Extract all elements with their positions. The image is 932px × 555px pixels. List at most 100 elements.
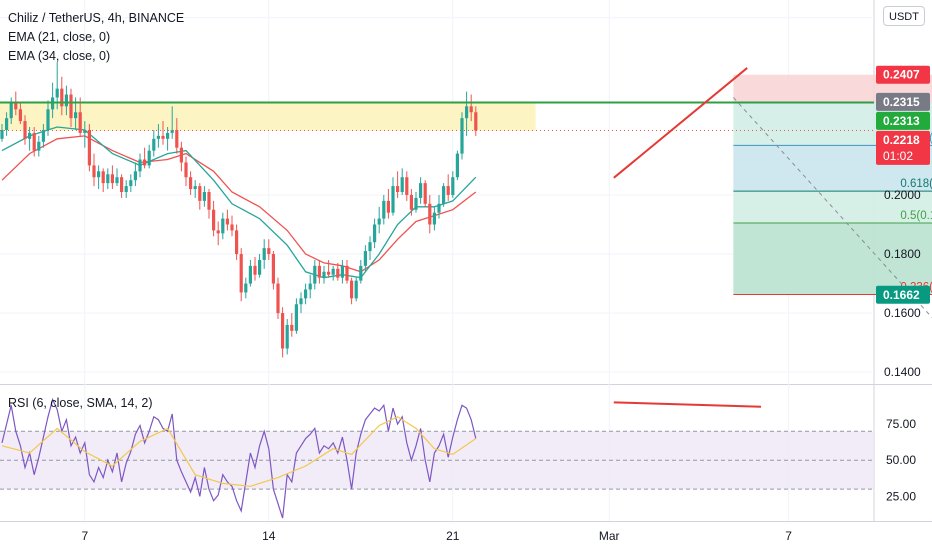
candle[interactable]	[97, 165, 101, 190]
candle[interactable]	[198, 183, 202, 210]
candle[interactable]	[152, 129, 156, 157]
candle[interactable]	[216, 221, 220, 246]
candle[interactable]	[299, 292, 303, 314]
candle[interactable]	[267, 239, 271, 260]
candle[interactable]	[110, 165, 114, 190]
candle[interactable]	[92, 153, 96, 187]
candle[interactable]	[221, 212, 225, 240]
candle[interactable]	[258, 254, 262, 278]
candle[interactable]	[244, 277, 248, 299]
candle[interactable]	[138, 153, 142, 178]
candle[interactable]	[359, 259, 363, 284]
candle[interactable]	[212, 200, 216, 237]
candle[interactable]	[451, 171, 455, 198]
candle[interactable]	[101, 168, 105, 192]
candle[interactable]	[446, 174, 450, 201]
price-badge[interactable]: 0.2315	[876, 92, 930, 111]
candle[interactable]	[386, 189, 390, 219]
candle[interactable]	[207, 189, 211, 219]
rsi-ma-line[interactable]	[1, 416, 477, 487]
price-badge[interactable]: 0.2407	[876, 65, 930, 84]
candle[interactable]	[156, 124, 160, 148]
ema34-legend[interactable]: EMA (34, close, 0)	[8, 49, 111, 63]
candle[interactable]	[170, 106, 174, 139]
candle[interactable]	[189, 171, 193, 195]
candle[interactable]	[202, 186, 206, 207]
candle[interactable]	[18, 103, 22, 125]
price-badge[interactable]: 0.2218 01:02	[876, 130, 930, 165]
candle[interactable]	[87, 124, 91, 172]
candle[interactable]	[322, 265, 326, 284]
candle[interactable]	[290, 313, 294, 337]
candle[interactable]	[409, 189, 413, 216]
candle[interactable]	[64, 85, 68, 116]
candle[interactable]	[184, 156, 188, 187]
candle[interactable]	[423, 180, 427, 207]
price-badge[interactable]: 0.1662	[876, 285, 930, 304]
candle[interactable]	[248, 259, 252, 287]
candle[interactable]	[55, 62, 59, 110]
price-badge[interactable]: 0.2313	[876, 111, 930, 130]
candle[interactable]	[363, 245, 367, 272]
candle[interactable]	[308, 274, 312, 299]
candle[interactable]	[166, 127, 170, 151]
candle[interactable]	[106, 168, 110, 190]
candle[interactable]	[391, 177, 395, 216]
candle[interactable]	[428, 194, 432, 234]
candle[interactable]	[373, 218, 377, 249]
candle[interactable]	[469, 94, 473, 122]
candle[interactable]	[340, 259, 344, 284]
candle[interactable]	[331, 265, 335, 281]
candle[interactable]	[396, 171, 400, 198]
candle[interactable]	[276, 277, 280, 320]
candle[interactable]	[350, 277, 354, 305]
symbol-title[interactable]: Chiliz / TetherUS, 4h, BINANCE	[8, 11, 185, 25]
candle[interactable]	[354, 277, 358, 302]
candle[interactable]	[179, 141, 183, 172]
candle[interactable]	[78, 97, 82, 136]
candle[interactable]	[442, 183, 446, 207]
candle[interactable]	[377, 206, 381, 234]
candle[interactable]	[133, 162, 137, 187]
rsi-trendline[interactable]	[613, 401, 762, 408]
candle[interactable]	[41, 124, 45, 148]
candle[interactable]	[262, 239, 266, 269]
candle[interactable]	[281, 307, 285, 358]
candle[interactable]	[419, 177, 423, 204]
ema34-line[interactable]	[1, 135, 477, 273]
ema21-legend[interactable]: EMA (21, close, 0)	[8, 30, 111, 44]
rsi-line[interactable]	[1, 397, 477, 519]
candle[interactable]	[271, 251, 275, 290]
candle[interactable]	[32, 127, 36, 157]
price-trendline[interactable]	[613, 67, 748, 179]
candle[interactable]	[285, 319, 289, 355]
candle[interactable]	[60, 76, 64, 116]
candle[interactable]	[294, 298, 298, 334]
candle[interactable]	[5, 112, 9, 136]
candle[interactable]	[465, 91, 469, 136]
candle[interactable]	[235, 224, 239, 260]
candle[interactable]	[400, 168, 404, 195]
candle[interactable]	[161, 121, 165, 145]
candle[interactable]	[0, 124, 4, 142]
candle[interactable]	[115, 168, 119, 187]
candle[interactable]	[368, 236, 372, 260]
candle[interactable]	[124, 180, 128, 198]
candle[interactable]	[120, 174, 124, 198]
candle[interactable]	[382, 194, 386, 225]
candle[interactable]	[37, 135, 41, 157]
candle[interactable]	[129, 174, 133, 192]
candle[interactable]	[28, 127, 32, 151]
candle[interactable]	[460, 112, 464, 160]
candle[interactable]	[239, 248, 243, 302]
candle[interactable]	[414, 192, 418, 213]
rsi-legend[interactable]: RSI (6, close, SMA, 14, 2)	[8, 396, 153, 410]
candle[interactable]	[225, 209, 229, 231]
candle[interactable]	[345, 259, 349, 284]
candle[interactable]	[253, 256, 257, 281]
candle[interactable]	[432, 206, 436, 231]
candle[interactable]	[455, 150, 459, 181]
candle[interactable]	[193, 180, 197, 198]
projection-line[interactable]	[733, 97, 932, 357]
